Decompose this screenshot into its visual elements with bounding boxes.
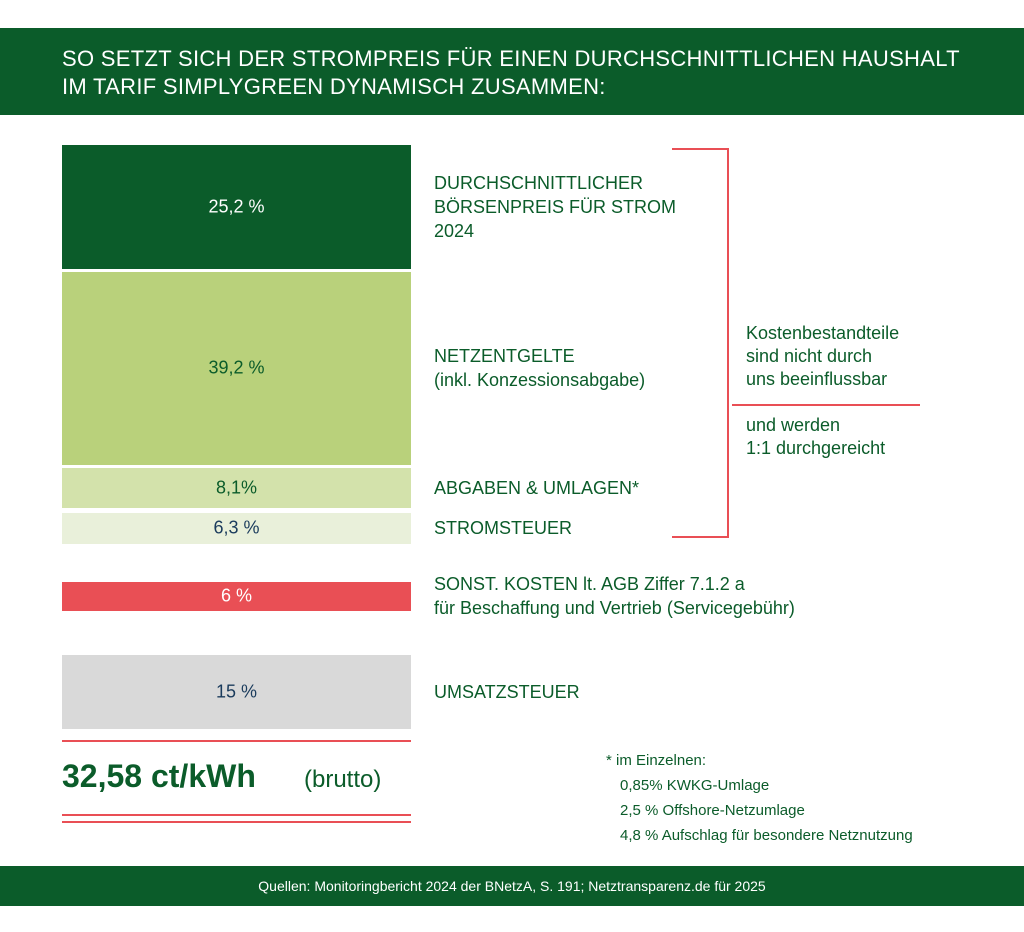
footnote: 2,5 % Offshore-Netzumlage (620, 802, 805, 819)
category-label: NETZENTGELTE (inkl. Konzessionsabgabe) (434, 346, 646, 391)
bar (62, 145, 411, 269)
chart-title: SO SETZT SICH DER STROMPREIS FÜR EINEN D… (0, 28, 1024, 115)
footnote: 0,85% KWKG-Umlage (620, 777, 770, 794)
value-label: 39,2 % (208, 357, 265, 378)
rule (62, 740, 411, 742)
source: Quellen: Monitoringbericht 2024 der BNet… (0, 866, 1024, 906)
total: 32,58 ct/kWh (62, 758, 256, 794)
footnote: * im Einzelnen: (606, 752, 707, 769)
value-label: 8,1% (215, 477, 258, 498)
category-label: UMSATZSTEUER (434, 682, 580, 703)
value-label: 25,2 % (208, 196, 265, 217)
bar (62, 581, 411, 612)
value-label: 15 % (215, 681, 258, 702)
category-label: ABGABEN & UMLAGEN* (434, 477, 640, 498)
bar (62, 271, 411, 465)
bar (62, 467, 411, 508)
divider (732, 404, 920, 406)
category-label: DURCHSCHNITTLICHER BÖRSENPREIS FÜR STROM… (434, 172, 677, 241)
bracket (672, 536, 729, 538)
bracket (672, 148, 729, 150)
rule (62, 821, 411, 823)
rule (62, 814, 411, 816)
category-label: SONST. KOSTEN lt. AGB Ziffer 7.1.2 a für… (434, 574, 795, 619)
bracket (727, 148, 729, 538)
annotation: und werden 1:1 durchgereicht (746, 415, 886, 458)
value-label: 6 % (220, 585, 253, 606)
total-suffix: (brutto) (304, 766, 382, 793)
annotation: Kostenbestandteile sind nicht durch uns … (746, 323, 900, 389)
category-label: STROMSTEUER (434, 518, 573, 539)
value-label: 6,3 % (213, 517, 260, 538)
bar (62, 512, 411, 544)
footnote: 4,8 % Aufschlag für besondere Netznutzun… (620, 827, 913, 844)
bar (62, 655, 411, 729)
